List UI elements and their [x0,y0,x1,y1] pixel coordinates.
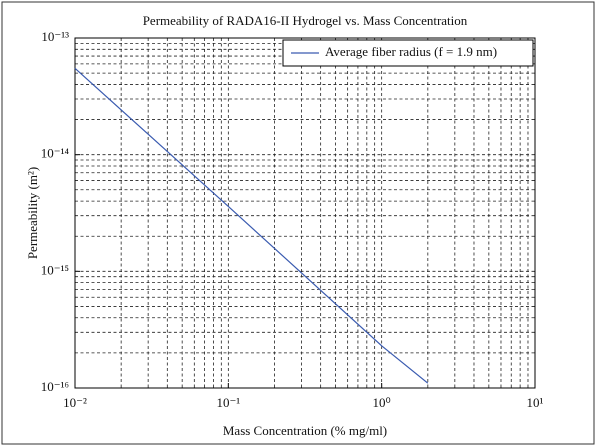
data-line [74,67,429,384]
y-tick-label: 10⁻¹⁴ [41,146,70,161]
y-tick-label: 10⁻¹³ [41,29,69,44]
x-axis-label: Mass Concentration (% mg/ml) [223,423,387,438]
chart-title: Permeability of RADA16-II Hydrogel vs. M… [143,13,468,28]
plot-border [74,37,536,389]
x-tick-label: 10⁰ [373,395,391,410]
y-axis-label: Permeability (m²) [25,167,40,259]
x-tick-label: 10⁻² [63,395,87,410]
legend-box [282,39,534,67]
legend: Average fiber radius (f = 1.9 nm) [282,39,534,67]
y-tick-label: 10⁻¹⁵ [41,262,69,277]
x-tick-label: 10⁻¹ [216,395,240,410]
x-tick-label: 10¹ [527,395,544,410]
legend-label: Average fiber radius (f = 1.9 nm) [325,44,497,59]
y-tick-label: 10⁻¹⁶ [41,379,69,394]
